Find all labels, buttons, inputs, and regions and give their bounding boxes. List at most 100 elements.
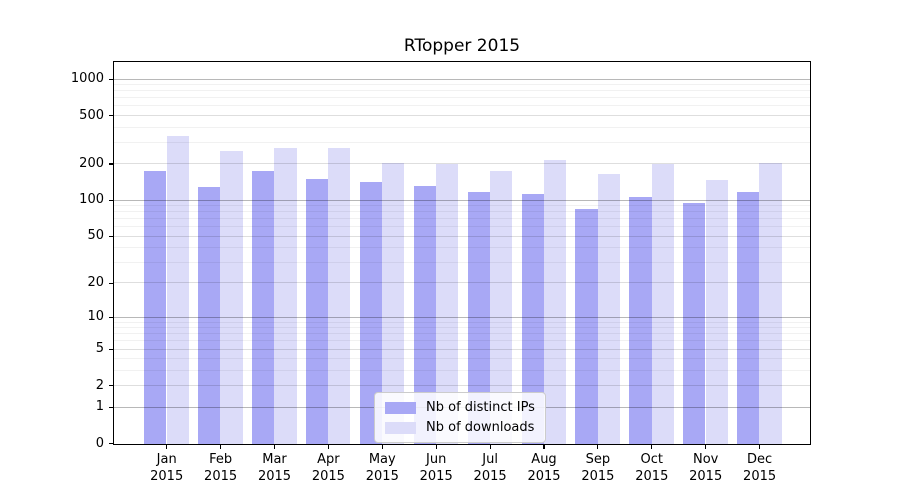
month-label: Jun — [426, 452, 447, 467]
y-tick-label-10: 10 — [87, 309, 104, 325]
y-tick-1000 — [108, 78, 114, 80]
legend-label-downloads: Nb of downloads — [426, 420, 535, 435]
bar-apr-nb-of-downloads — [328, 147, 351, 444]
x-tick-label-aug: Aug 2015 — [512, 452, 576, 485]
bar-mar-nb-of-distinct-ips — [252, 171, 275, 444]
y-tick-label-500: 500 — [79, 107, 104, 123]
bar-oct-nb-of-downloads — [651, 164, 674, 444]
x-tick-dec — [759, 443, 761, 449]
year-label: 2015 — [527, 468, 561, 484]
year-label: 2015 — [365, 468, 399, 484]
chart-title: RTopper 2015 — [403, 36, 521, 56]
x-tick-label-sep: Sep 2015 — [566, 452, 630, 485]
y-tick-500 — [108, 115, 114, 117]
x-tick-label-apr: Apr 2015 — [296, 452, 360, 485]
x-tick-aug — [543, 443, 545, 449]
bar-jan-nb-of-downloads — [166, 136, 189, 444]
year-label: 2015 — [743, 468, 777, 484]
y-tick-10 — [108, 316, 114, 318]
bar-jan-nb-of-distinct-ips — [144, 171, 167, 444]
y-tick-200 — [108, 163, 114, 165]
gridline-1000 — [114, 78, 810, 80]
year-label: 2015 — [257, 468, 292, 484]
x-tick-mar — [273, 443, 276, 449]
y-tick-label-1000: 1000 — [70, 71, 104, 87]
x-tick-jun — [435, 443, 437, 449]
month-label: Oct — [640, 452, 664, 467]
year-label: 2015 — [204, 468, 238, 484]
x-tick-jul — [489, 443, 491, 449]
y-tick-label-0: 0 — [95, 435, 104, 451]
y-tick-label-200: 200 — [79, 155, 104, 171]
y-tick-1 — [108, 406, 114, 408]
y-tick-label-2: 2 — [95, 377, 104, 393]
x-tick-feb — [220, 443, 222, 449]
legend-swatch-downloads — [385, 421, 416, 434]
x-tick-apr — [327, 443, 329, 449]
gridline-800 — [114, 90, 810, 92]
y-tick-label-5: 5 — [95, 341, 104, 357]
x-tick-label-dec: Dec 2015 — [728, 452, 792, 485]
bar-dec-nb-of-distinct-ips — [737, 191, 760, 444]
bar-feb-nb-of-distinct-ips — [198, 186, 221, 444]
month-label: Mar — [262, 452, 287, 467]
gridline-500 — [114, 115, 810, 117]
y-tick-label-20: 20 — [87, 275, 104, 291]
x-tick-label-jul: Jul 2015 — [458, 452, 522, 485]
y-tick-20 — [108, 282, 114, 284]
bar-oct-nb-of-distinct-ips — [629, 197, 652, 444]
gridline-200 — [114, 163, 810, 165]
month-label: Nov — [693, 452, 719, 467]
bar-jun-nb-of-downloads — [436, 164, 459, 444]
x-tick-label-oct: Oct 2015 — [620, 452, 684, 485]
y-tick-label-1: 1 — [95, 399, 104, 415]
bar-jul-nb-of-downloads — [489, 171, 513, 444]
bar-jun-nb-of-distinct-ips — [413, 185, 436, 444]
month-label: Jul — [482, 452, 498, 467]
month-label: Sep — [585, 452, 611, 467]
bar-jul-nb-of-distinct-ips — [467, 192, 490, 444]
x-tick-oct — [651, 443, 653, 449]
bar-may-nb-of-downloads — [382, 162, 405, 444]
month-label: Dec — [747, 452, 773, 467]
bar-dec-nb-of-downloads — [759, 163, 782, 444]
y-tick-0 — [108, 443, 114, 445]
x-tick-jan — [166, 443, 168, 449]
year-label: 2015 — [419, 468, 453, 484]
bar-feb-nb-of-downloads — [220, 150, 243, 444]
bar-sep-nb-of-distinct-ips — [575, 208, 598, 444]
legend-item-downloads: Nb of downloads — [385, 418, 535, 437]
bar-aug-nb-of-downloads — [543, 160, 567, 444]
x-tick-label-may: May 2015 — [350, 452, 414, 485]
gridline-300 — [114, 141, 810, 143]
year-label: 2015 — [150, 468, 184, 484]
year-label: 2015 — [581, 468, 615, 484]
year-label: 2015 — [311, 468, 345, 484]
x-tick-label-jan: Jan 2015 — [135, 452, 199, 485]
bar-sep-nb-of-downloads — [597, 174, 620, 444]
x-tick-label-jun: Jun 2015 — [404, 452, 468, 485]
month-label: Apr — [317, 452, 340, 467]
x-tick-label-nov: Nov 2015 — [674, 452, 738, 485]
gridline-600 — [114, 105, 810, 107]
x-tick-nov — [705, 443, 707, 449]
y-tick-5 — [108, 348, 114, 350]
y-tick-label-50: 50 — [87, 228, 104, 244]
month-label: Aug — [531, 452, 557, 467]
y-tick-label-100: 100 — [79, 192, 104, 208]
bar-apr-nb-of-distinct-ips — [305, 178, 329, 444]
legend-label-distinct-ips: Nb of distinct IPs — [426, 400, 535, 415]
year-label: 2015 — [689, 468, 723, 484]
x-tick-may — [381, 443, 383, 449]
gridline-700 — [114, 97, 810, 99]
y-tick-50 — [108, 235, 114, 237]
bar-nov-nb-of-distinct-ips — [683, 202, 706, 444]
bar-nov-nb-of-downloads — [705, 179, 728, 444]
gridline-400 — [114, 126, 810, 128]
x-tick-sep — [597, 443, 599, 449]
month-label: Feb — [209, 452, 233, 467]
y-tick-100 — [108, 199, 114, 201]
bar-mar-nb-of-downloads — [274, 147, 297, 444]
year-label: 2015 — [635, 468, 669, 484]
